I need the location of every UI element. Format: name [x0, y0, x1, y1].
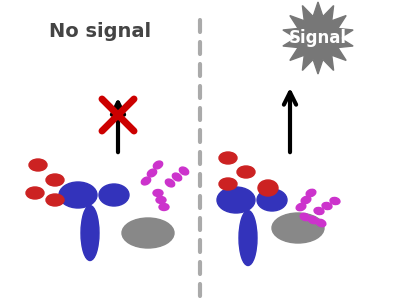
- Ellipse shape: [141, 177, 151, 185]
- Text: No signal: No signal: [49, 22, 151, 41]
- Ellipse shape: [59, 182, 97, 208]
- Ellipse shape: [219, 178, 237, 190]
- Text: Signal: Signal: [289, 29, 347, 47]
- Ellipse shape: [257, 189, 287, 211]
- Ellipse shape: [99, 184, 129, 206]
- Ellipse shape: [81, 205, 99, 261]
- Ellipse shape: [258, 180, 278, 196]
- Ellipse shape: [172, 173, 182, 181]
- Ellipse shape: [322, 202, 332, 210]
- Ellipse shape: [29, 159, 47, 171]
- Ellipse shape: [46, 174, 64, 186]
- Ellipse shape: [122, 218, 174, 248]
- Ellipse shape: [330, 198, 340, 205]
- Ellipse shape: [26, 187, 44, 199]
- Ellipse shape: [237, 166, 255, 178]
- Ellipse shape: [300, 213, 310, 221]
- Ellipse shape: [153, 161, 163, 169]
- Ellipse shape: [46, 194, 64, 206]
- Ellipse shape: [147, 169, 157, 177]
- Ellipse shape: [306, 189, 316, 197]
- Ellipse shape: [165, 179, 175, 187]
- Ellipse shape: [219, 152, 237, 164]
- Ellipse shape: [239, 211, 257, 265]
- Ellipse shape: [159, 204, 169, 211]
- Ellipse shape: [314, 208, 324, 215]
- Ellipse shape: [153, 189, 163, 197]
- Ellipse shape: [308, 216, 318, 224]
- Polygon shape: [283, 2, 353, 74]
- Ellipse shape: [301, 196, 311, 204]
- Ellipse shape: [217, 187, 255, 213]
- Ellipse shape: [296, 203, 306, 211]
- Ellipse shape: [272, 213, 324, 243]
- Ellipse shape: [316, 219, 326, 227]
- Ellipse shape: [156, 197, 166, 204]
- Ellipse shape: [179, 167, 189, 175]
